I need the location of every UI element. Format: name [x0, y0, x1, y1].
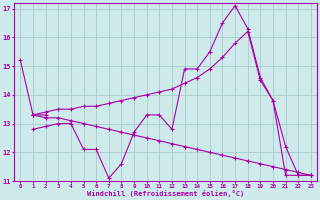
X-axis label: Windchill (Refroidissement éolien,°C): Windchill (Refroidissement éolien,°C): [87, 190, 244, 197]
